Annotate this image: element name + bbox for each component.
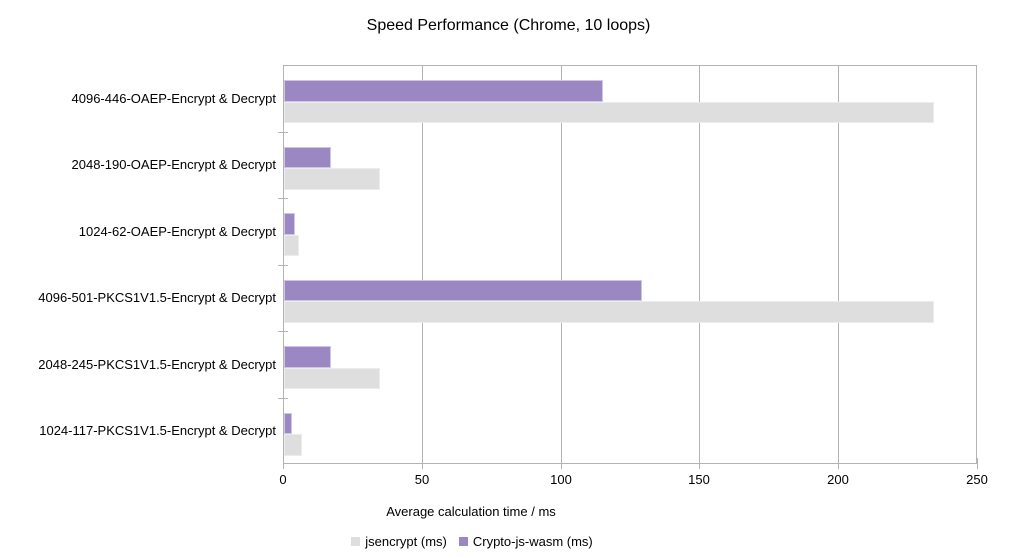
x-axis-tick <box>283 458 284 469</box>
gridline <box>561 66 562 463</box>
y-axis-category-label: 2048-190-OAEP-Encrypt & Decrypt <box>71 157 276 173</box>
bar-jsencrypt-ms- <box>284 168 380 190</box>
x-axis-tick <box>838 458 839 469</box>
x-axis-label: Average calculation time / ms <box>386 504 556 519</box>
y-axis-category-label: 1024-117-PKCS1V1.5-Encrypt & Decrypt <box>39 423 276 439</box>
y-axis-category-label: 2048-245-PKCS1V1.5-Encrypt & Decrypt <box>38 356 276 372</box>
legend-marker <box>458 537 468 546</box>
legend: jsencrypt (ms) Crypto-js-wasm (ms) <box>0 534 944 549</box>
y-axis-tick <box>278 398 288 399</box>
bar-crypto-js-wasm-ms- <box>284 146 331 168</box>
x-axis-tick <box>977 458 978 469</box>
y-axis-category-label: 4096-501-PKCS1V1.5-Encrypt & Decrypt <box>38 290 276 306</box>
gridline <box>699 66 700 463</box>
bar-crypto-js-wasm-ms- <box>284 346 331 368</box>
bar-jsencrypt-ms- <box>284 234 299 256</box>
bar-crypto-js-wasm-ms- <box>284 80 603 102</box>
bar-crypto-js-wasm-ms- <box>284 213 295 235</box>
legend-label: jsencrypt (ms) <box>365 534 447 549</box>
x-axis-tick <box>422 458 423 469</box>
y-axis-category-label: 4096-446-OAEP-Encrypt & Decrypt <box>71 90 276 106</box>
x-axis-tick <box>699 458 700 469</box>
bar-crypto-js-wasm-ms- <box>284 279 642 301</box>
y-axis-tick <box>278 132 288 133</box>
x-tick-label: 250 <box>966 472 988 487</box>
bar-jsencrypt-ms- <box>284 301 934 323</box>
y-axis-tick <box>278 265 288 266</box>
bar-crypto-js-wasm-ms- <box>284 412 292 434</box>
x-tick-label: 200 <box>827 472 849 487</box>
bar-jsencrypt-ms- <box>284 367 380 389</box>
legend-item: jsencrypt (ms) <box>351 534 447 549</box>
y-axis-tick <box>278 331 288 332</box>
legend-item: Crypto-js-wasm (ms) <box>458 534 593 549</box>
x-tick-label: 0 <box>279 472 287 487</box>
y-axis-tick <box>278 198 288 199</box>
bar-jsencrypt-ms- <box>284 434 302 456</box>
plot-area <box>283 65 977 464</box>
x-tick-label: 100 <box>550 472 572 487</box>
y-axis-category-label: 1024-62-OAEP-Encrypt & Decrypt <box>78 223 276 239</box>
gridline <box>422 66 423 463</box>
gridline <box>838 66 839 463</box>
x-tick-label: 50 <box>414 472 430 487</box>
chart-title: Speed Performance (Chrome, 10 loops) <box>366 17 651 34</box>
bar-jsencrypt-ms- <box>284 101 934 123</box>
x-tick-label: 150 <box>688 472 710 487</box>
legend-marker <box>351 537 361 546</box>
x-axis-tick <box>561 458 562 469</box>
legend-label: Crypto-js-wasm (ms) <box>472 534 593 549</box>
